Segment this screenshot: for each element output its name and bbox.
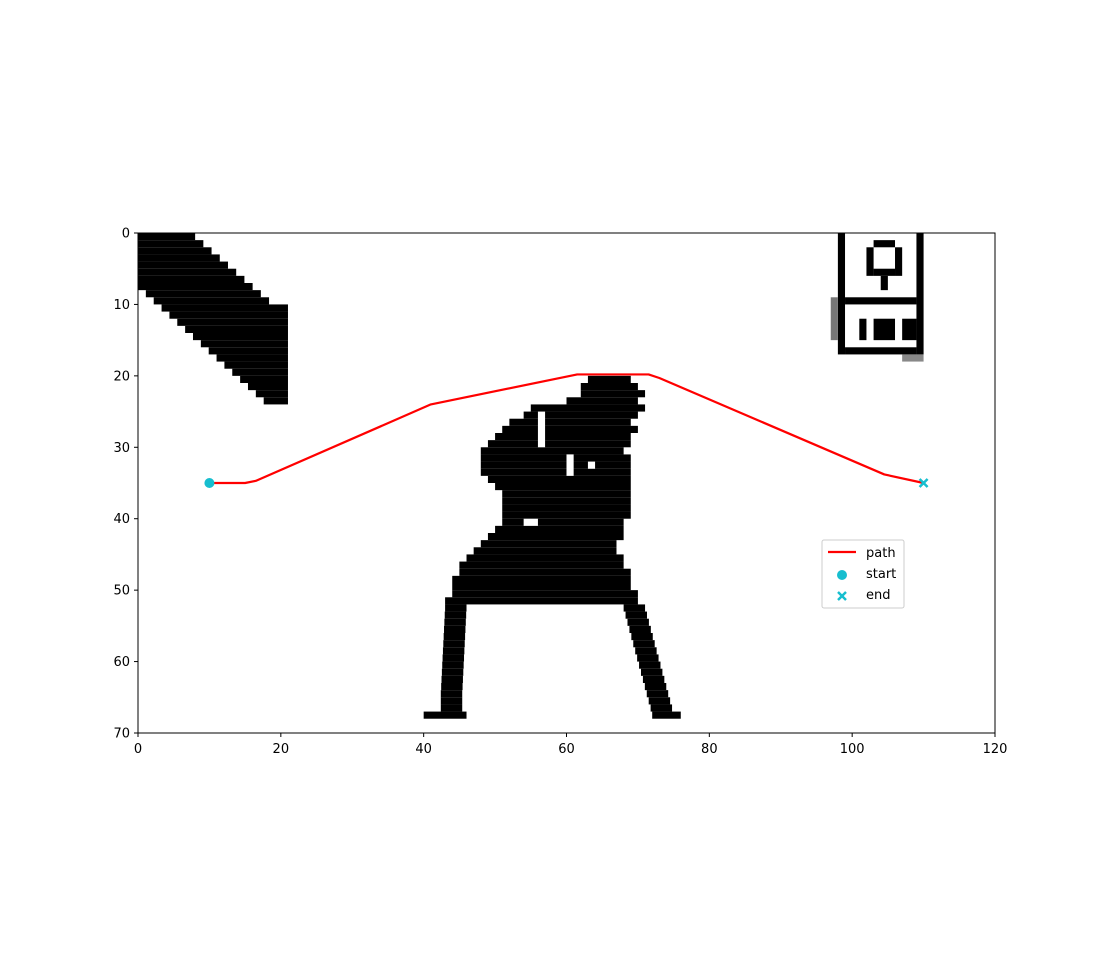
end-marker (918, 478, 929, 488)
path-line (209, 373, 924, 485)
legend-label-end: end (866, 588, 891, 603)
y-tick-label: 70 (113, 727, 130, 742)
x-tick-label: 40 (415, 742, 432, 757)
y-tick-label: 40 (113, 512, 130, 527)
x-tick-label: 20 (273, 742, 290, 757)
legend-label-start: start (866, 567, 896, 582)
legend-label-path: path (866, 546, 896, 561)
y-tick-label: 30 (113, 441, 130, 456)
y-tick-label: 20 (113, 369, 130, 384)
legend-box (821, 539, 905, 609)
occupancy-grid (138, 233, 924, 719)
legend-end-swatch (837, 591, 847, 601)
x-tick-label: 80 (701, 742, 718, 757)
y-tick-label: 50 (113, 584, 130, 599)
marker-layer (204, 478, 929, 488)
legend: path start end (821, 539, 905, 609)
y-axis: 0 10 20 30 40 50 60 70 (113, 227, 138, 742)
start-marker (204, 478, 215, 488)
x-tick-label: 100 (840, 742, 865, 757)
y-tick-label: 60 (113, 655, 130, 670)
legend-start-swatch (837, 570, 847, 580)
path-layer (209, 373, 924, 485)
x-tick-label: 120 (983, 742, 1008, 757)
y-tick-label: 0 (122, 227, 130, 242)
x-tick-label: 0 (134, 742, 142, 757)
x-axis: 0 20 40 60 80 100 120 (134, 733, 1008, 757)
y-tick-label: 10 (113, 298, 130, 313)
x-tick-label: 60 (558, 742, 575, 757)
